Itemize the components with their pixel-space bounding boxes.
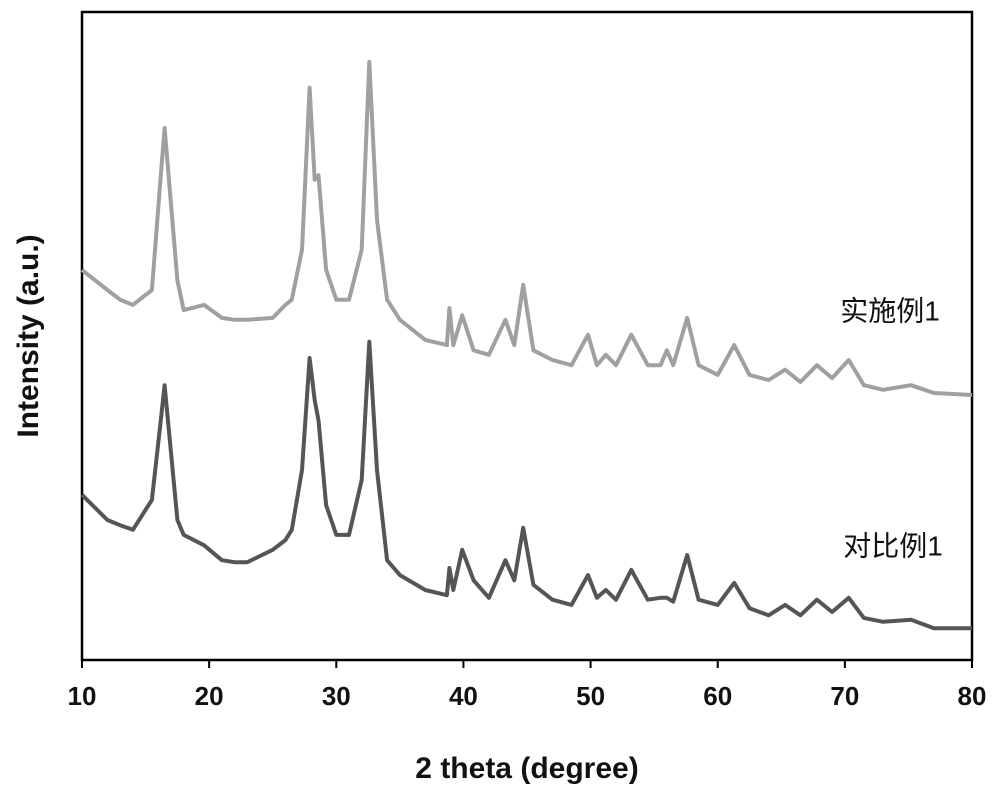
x-tick-label: 20 <box>195 681 224 711</box>
series-label: 实施例1 <box>840 295 940 326</box>
y-axis-title: Intensity (a.u.) <box>12 234 45 437</box>
x-tick-label: 30 <box>322 681 351 711</box>
series-label: 对比例1 <box>843 530 943 561</box>
x-tick-label: 60 <box>703 681 732 711</box>
x-tick-label: 80 <box>958 681 987 711</box>
series-line <box>80 59 973 397</box>
plot-frame <box>80 10 974 662</box>
x-tick-label: 50 <box>576 681 605 711</box>
x-tick-label: 10 <box>68 681 97 711</box>
x-tick-label: 70 <box>830 681 859 711</box>
series-line <box>80 339 972 631</box>
x-tick-label: 40 <box>449 681 478 711</box>
x-axis-title: 2 theta (degree) <box>415 752 638 785</box>
